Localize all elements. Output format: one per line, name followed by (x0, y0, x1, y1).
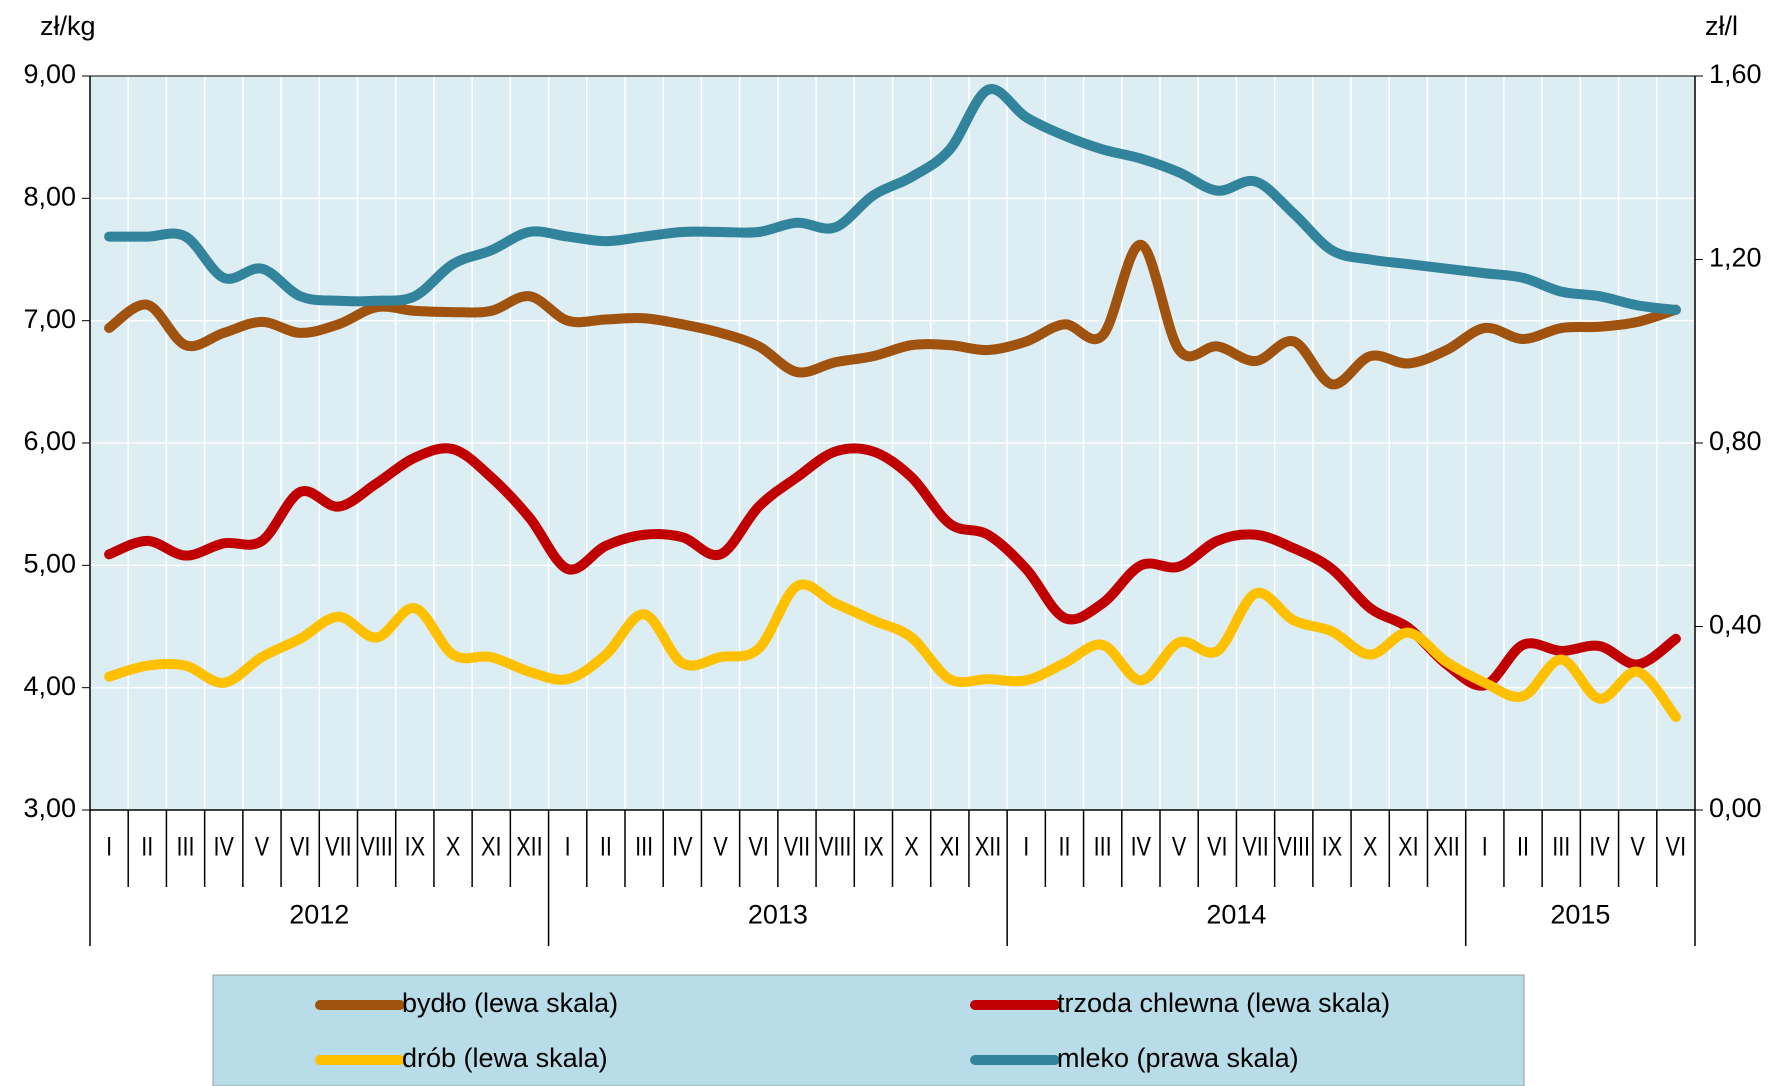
y2-axis-label: zł/l (1705, 11, 1738, 41)
x-tick-label: XII (975, 832, 1001, 862)
y-tick-label: 5,00 (23, 548, 76, 578)
x-tick-label: VII (784, 832, 810, 862)
y-tick-label: 7,00 (23, 304, 76, 334)
legend-label: trzoda chlewna (lewa skala) (1057, 988, 1390, 1018)
x-tick-label: IX (405, 832, 425, 862)
x-tick-label: II (141, 832, 153, 862)
legend-box (212, 974, 1525, 1086)
x-tick-label: IV (672, 832, 693, 862)
y2-tick-label: 0,00 (1709, 793, 1762, 823)
x-tick-label: XII (516, 832, 542, 862)
x-tick-label: V (713, 832, 728, 862)
x-tick-label: VIII (1278, 832, 1310, 862)
y-tick-label: 4,00 (23, 671, 76, 701)
series-line (104, 579, 1681, 723)
x-tick-label: VI (749, 832, 769, 862)
group-label: 2012 (289, 900, 349, 930)
y-tick-label: 8,00 (23, 181, 76, 211)
y-tick-label: 9,00 (23, 59, 76, 89)
y2-tick-label: 0,80 (1709, 426, 1762, 456)
y2-tick-label: 1,60 (1709, 59, 1762, 89)
x-tick-label: XI (481, 832, 501, 862)
x-tick-label: XI (1398, 832, 1418, 862)
x-tick-label: IX (863, 832, 883, 862)
y2-tick-label: 0,40 (1709, 610, 1762, 640)
x-tick-label: VII (1242, 832, 1268, 862)
x-tick-label: IV (1131, 832, 1152, 862)
legend-label: mleko (prawa skala) (1057, 1043, 1299, 1073)
x-tick-label: VIII (819, 832, 851, 862)
x-tick-label: I (1482, 832, 1488, 862)
x-tick-label: I (106, 832, 112, 862)
y2-tick-label: 1,20 (1709, 243, 1762, 273)
legend-label: drób (lewa skala) (402, 1043, 608, 1073)
x-tick-label: III (635, 832, 653, 862)
x-tick-label: III (1094, 832, 1112, 862)
x-tick-label: IV (214, 832, 235, 862)
y-tick-label: 3,00 (23, 793, 76, 823)
x-tick-label: VIII (360, 832, 392, 862)
x-tick-label: X (446, 832, 460, 862)
y-axis-label: zł/kg (40, 11, 96, 41)
group-label: 2013 (748, 900, 808, 930)
legend-label: bydło (lewa skala) (402, 988, 618, 1018)
x-tick-label: XI (940, 832, 960, 862)
y-tick-label: 6,00 (23, 426, 76, 456)
x-tick-label: II (1058, 832, 1070, 862)
x-tick-label: VII (325, 832, 351, 862)
group-label: 2014 (1206, 900, 1266, 930)
x-tick-label: VI (1207, 832, 1227, 862)
x-tick-label: V (1630, 832, 1645, 862)
x-tick-label: II (600, 832, 612, 862)
x-tick-label: III (177, 832, 195, 862)
x-tick-label: X (1363, 832, 1377, 862)
x-tick-label: V (1172, 832, 1187, 862)
x-tick-label: II (1517, 832, 1529, 862)
x-tick-label: X (904, 832, 918, 862)
x-tick-label: I (565, 832, 571, 862)
x-tick-label: XII (1433, 832, 1459, 862)
x-tick-label: III (1552, 832, 1570, 862)
series-line (104, 84, 1681, 315)
group-label: 2015 (1550, 900, 1610, 930)
x-tick-label: VI (290, 832, 310, 862)
x-tick-label: IX (1322, 832, 1342, 862)
x-tick-label: V (255, 832, 270, 862)
x-tick-label: IV (1589, 832, 1610, 862)
x-tick-label: I (1023, 832, 1029, 862)
x-tick-label: VI (1666, 832, 1686, 862)
series-line (104, 239, 1681, 390)
